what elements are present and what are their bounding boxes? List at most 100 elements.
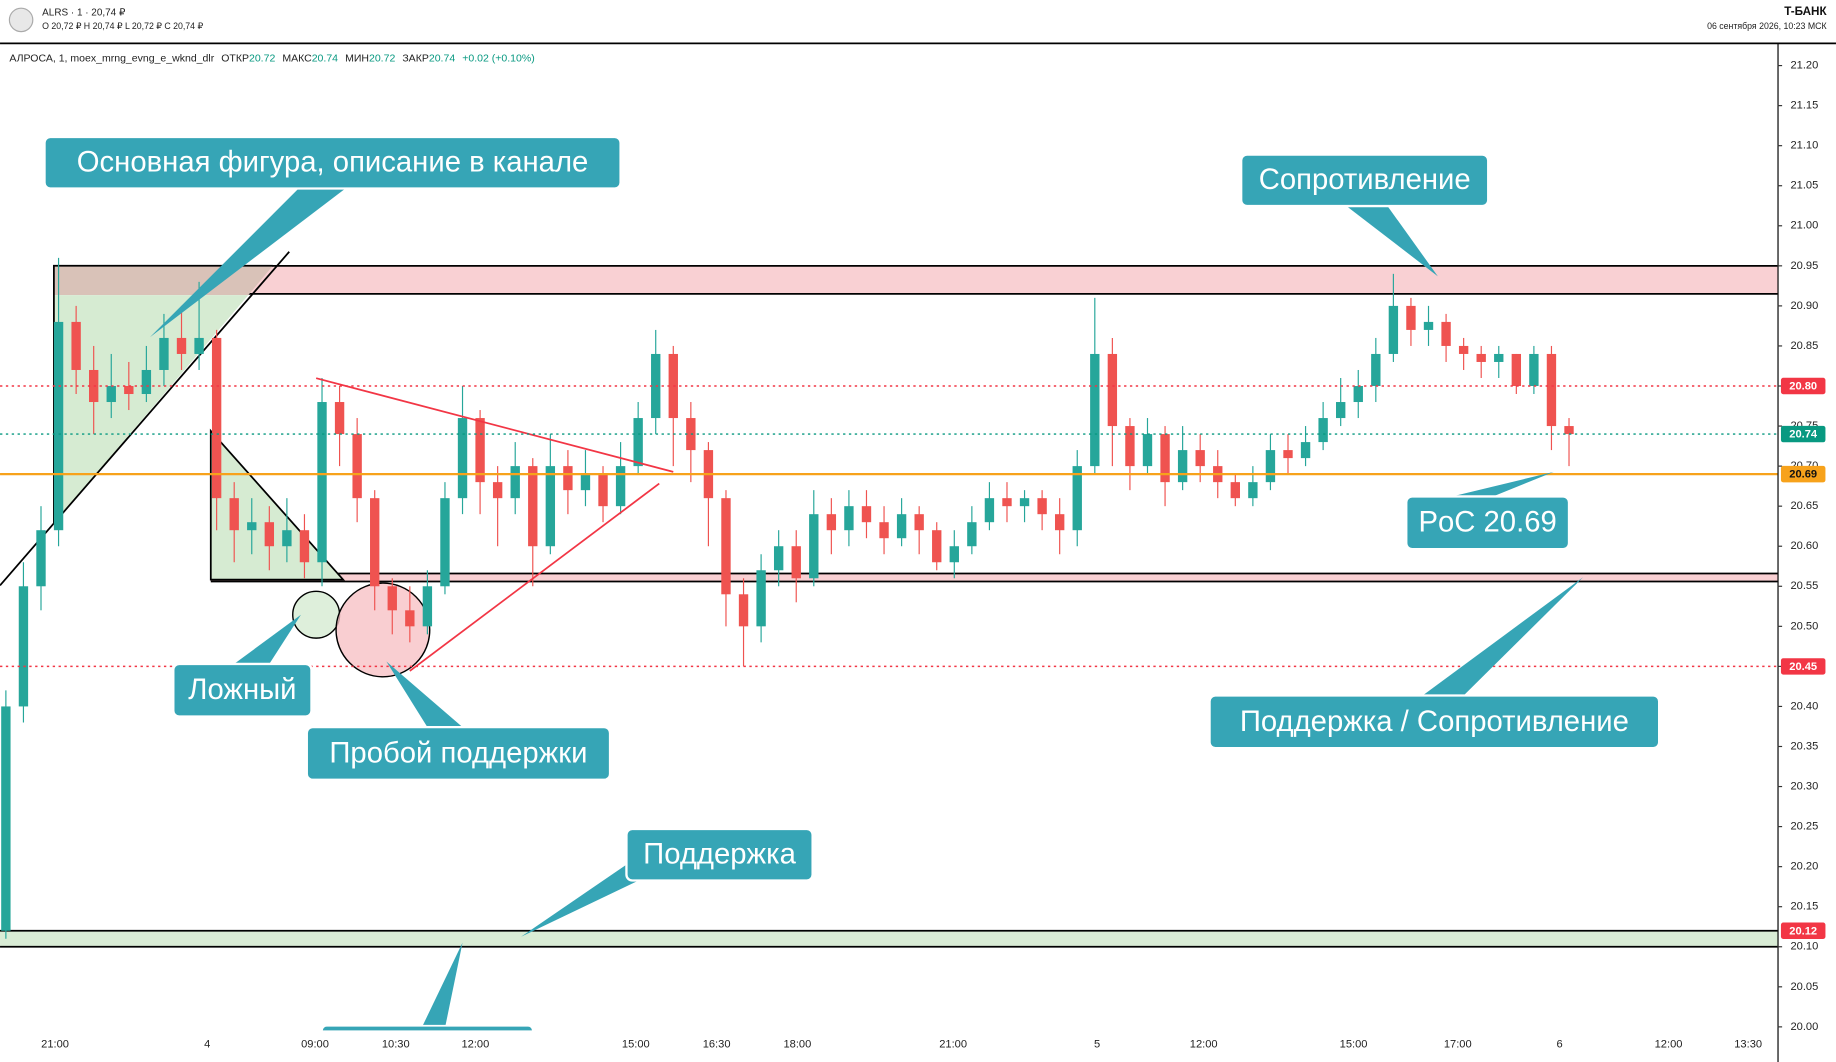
date: 06 сентября 2026, 10:23 МСК	[1707, 21, 1827, 31]
callout-box	[1239, 153, 1490, 208]
callout-text: PoC 20.69	[1418, 507, 1556, 539]
candle-body	[949, 546, 959, 563]
x-tick-label: 12:00	[1190, 1038, 1218, 1050]
candle-body	[229, 498, 239, 531]
candle-body	[615, 466, 626, 507]
y-tick-label: 21.20	[1790, 60, 1818, 72]
candle-body	[791, 546, 801, 579]
candle-body	[211, 337, 222, 499]
candle-body	[1177, 450, 1188, 483]
x-tick-label: 17:00	[1444, 1038, 1472, 1050]
candle-body	[1564, 426, 1574, 435]
price-label-box	[1780, 425, 1826, 443]
candle-body	[896, 514, 907, 539]
callout-pointer	[234, 614, 301, 664]
candle-body	[1529, 353, 1539, 387]
y-tick-label: 20.30	[1790, 780, 1818, 792]
callout-pointer	[421, 942, 463, 1029]
candle-body	[124, 386, 134, 395]
candle-body	[914, 514, 924, 531]
y-tick-label: 20.25	[1790, 821, 1818, 833]
legend-label: МАКС	[282, 52, 312, 64]
candle-body	[844, 506, 854, 531]
candle-body	[1423, 321, 1434, 330]
callout-text: Сопротивление	[1259, 164, 1471, 196]
callout-box	[1405, 495, 1571, 551]
candle-body	[36, 530, 46, 587]
callout-text: Пробой поддержки	[329, 737, 587, 769]
legend-label: ЗАКР	[402, 52, 429, 64]
candle-body	[334, 402, 345, 435]
x-tick-label: 15:00	[622, 1038, 650, 1050]
legend-symbol: АЛРОСА, 1, moex_mrng_evng_e_wknd_dlr	[9, 52, 214, 64]
candle-body	[475, 418, 485, 483]
y-tick-label: 20.35	[1790, 740, 1818, 752]
legend-value: 20.74	[312, 52, 338, 64]
price-label: 20.80	[1789, 381, 1817, 393]
price-label: 20.45	[1789, 661, 1817, 673]
candle-body	[633, 418, 643, 467]
candle-body	[1406, 305, 1416, 330]
callout-box	[43, 135, 622, 190]
candle-body	[299, 530, 310, 563]
candle-body	[1318, 418, 1328, 443]
y-tick-label: 20.90	[1790, 300, 1818, 312]
candle-body	[826, 514, 837, 531]
legend-value: 20.72	[249, 52, 275, 64]
callout-pointer	[149, 188, 346, 338]
x-tick-label: 09:00	[301, 1038, 329, 1050]
candle-body	[1142, 434, 1153, 467]
candle-body	[176, 337, 187, 354]
candle-body	[352, 434, 362, 499]
candle-body	[1494, 353, 1504, 362]
callout-box	[305, 725, 612, 781]
x-tick-label: 16:30	[703, 1038, 731, 1050]
callout-text: Основная фигура, описание в канале	[77, 147, 589, 179]
y-tick-label: 21.15	[1790, 100, 1818, 112]
legend-change: +0.02 (+0.10%)	[462, 52, 534, 64]
candle-body	[405, 610, 415, 627]
x-tick-label: 4	[204, 1038, 210, 1050]
legend-label: МИН	[345, 52, 369, 64]
y-axis-band	[1778, 43, 1836, 1062]
candle-body	[1388, 305, 1399, 354]
ohlc: O 20,72 ₽ H 20,74 ₽ L 20,72 ₽ C 20,74 ₽	[42, 21, 203, 31]
wedge-line	[409, 482, 660, 672]
callout-pointer	[386, 661, 463, 728]
candle-body	[53, 321, 64, 531]
price-label-box	[1780, 377, 1826, 395]
candle-body	[721, 498, 731, 595]
x-tick-label: 15:00	[1340, 1038, 1368, 1050]
logo	[8, 7, 34, 33]
y-tick-label: 20.85	[1790, 340, 1818, 352]
candle-body	[809, 514, 819, 579]
candle-body	[1019, 498, 1030, 507]
x-tick-label: 13:30	[1734, 1038, 1762, 1050]
candle-body	[159, 337, 169, 370]
candle-body	[563, 466, 573, 491]
y-tick-label: 20.55	[1790, 580, 1818, 592]
legend-label: ОТКР	[221, 52, 249, 64]
candle-body	[106, 386, 116, 403]
callout-box	[172, 662, 313, 718]
callout-box	[1208, 694, 1661, 750]
candle-body	[738, 594, 749, 627]
price-label-box	[1780, 465, 1826, 483]
price-label-box	[1780, 922, 1826, 939]
candle-body	[1072, 466, 1082, 531]
price-label: 20.74	[1789, 429, 1818, 441]
candle-body	[545, 466, 556, 547]
callout-box	[625, 827, 814, 882]
callout-pointer	[1422, 577, 1584, 696]
candle-body	[1283, 450, 1293, 459]
callout-pointer	[1451, 471, 1554, 497]
wedge-line	[315, 377, 674, 473]
y-tick-label: 20.65	[1790, 500, 1818, 512]
y-tick-label: 20.10	[1790, 941, 1818, 953]
x-axis-band	[0, 1030, 1836, 1062]
callout-pointer	[521, 860, 656, 937]
candle-body	[1054, 514, 1065, 531]
candle-body	[756, 570, 766, 627]
x-tick-label: 10:30	[382, 1038, 410, 1050]
candle-body	[1107, 353, 1118, 427]
